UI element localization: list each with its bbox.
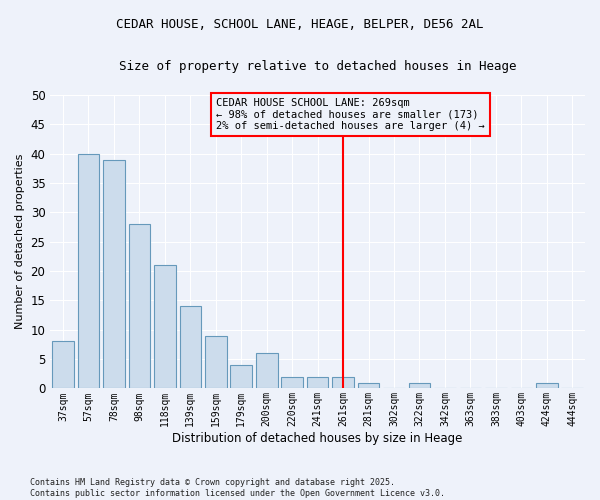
Bar <box>281 376 303 388</box>
Bar <box>358 382 379 388</box>
Y-axis label: Number of detached properties: Number of detached properties <box>15 154 25 330</box>
Text: Contains HM Land Registry data © Crown copyright and database right 2025.
Contai: Contains HM Land Registry data © Crown c… <box>30 478 445 498</box>
Bar <box>205 336 227 388</box>
X-axis label: Distribution of detached houses by size in Heage: Distribution of detached houses by size … <box>172 432 463 445</box>
Bar <box>179 306 201 388</box>
Bar <box>154 265 176 388</box>
Bar <box>52 342 74 388</box>
Bar <box>128 224 150 388</box>
Title: Size of property relative to detached houses in Heage: Size of property relative to detached ho… <box>119 60 517 73</box>
Bar <box>307 376 328 388</box>
Bar <box>230 365 252 388</box>
Text: CEDAR HOUSE SCHOOL LANE: 269sqm
← 98% of detached houses are smaller (173)
2% of: CEDAR HOUSE SCHOOL LANE: 269sqm ← 98% of… <box>216 98 485 131</box>
Bar <box>332 376 354 388</box>
Bar <box>256 353 278 388</box>
Bar <box>103 160 125 388</box>
Bar <box>536 382 557 388</box>
Bar <box>77 154 100 388</box>
Text: CEDAR HOUSE, SCHOOL LANE, HEAGE, BELPER, DE56 2AL: CEDAR HOUSE, SCHOOL LANE, HEAGE, BELPER,… <box>116 18 484 30</box>
Bar <box>409 382 430 388</box>
